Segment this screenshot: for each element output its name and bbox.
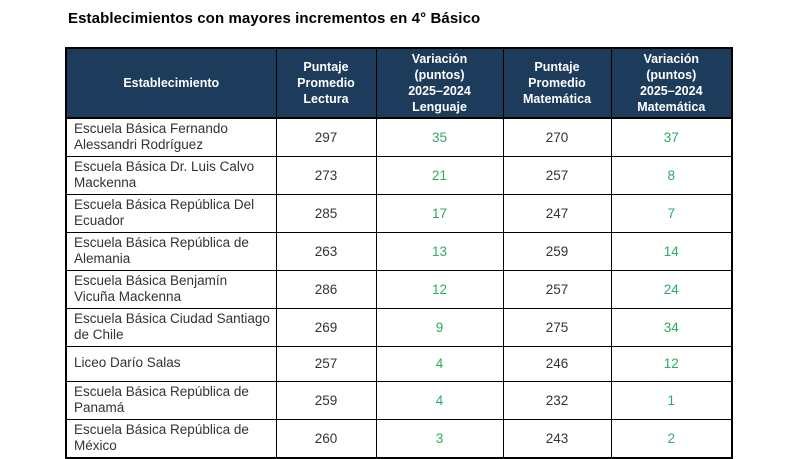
cell-puntaje-lectura: 273 <box>275 155 377 195</box>
table-body: Escuela Básica Fernando Alessandri Rodrí… <box>65 117 733 459</box>
cell-variacion-lenguaje: 9 <box>375 307 504 347</box>
table-row: Escuela Básica República de Alemania 263 1… <box>65 231 733 271</box>
cell-puntaje-matematica: 232 <box>502 380 612 420</box>
cell-establecimiento: Escuela Básica Dr. Luis Calvo Mackenna <box>65 155 277 195</box>
cell-puntaje-lectura: 285 <box>275 193 377 233</box>
cell-variacion-matematica: 24 <box>610 269 733 309</box>
col-header-puntaje-matematica: Puntaje Promedio Matemática <box>502 47 612 119</box>
col-header-puntaje-lectura: Puntaje Promedio Lectura <box>275 47 377 119</box>
cell-variacion-lenguaje: 12 <box>375 269 504 309</box>
cell-puntaje-lectura: 269 <box>275 307 377 347</box>
table-row: Escuela Básica Benjamín Vicuña Mackenna 2… <box>65 269 733 309</box>
results-table: Establecimiento Puntaje Promedio Lectura… <box>65 47 733 459</box>
table-row: Escuela Básica Ciudad Santiago de Chile 2… <box>65 307 733 347</box>
cell-puntaje-lectura: 259 <box>275 380 377 420</box>
cell-establecimiento: Escuela Básica República de México <box>65 418 277 459</box>
cell-puntaje-matematica: 257 <box>502 155 612 195</box>
table-row: Escuela Básica República de Panamá 259 4 23… <box>65 380 733 420</box>
cell-variacion-matematica: 7 <box>610 193 733 233</box>
cell-variacion-lenguaje: 3 <box>375 418 504 459</box>
cell-variacion-matematica: 2 <box>610 418 733 459</box>
cell-puntaje-matematica: 247 <box>502 193 612 233</box>
cell-variacion-lenguaje: 35 <box>375 117 504 157</box>
cell-puntaje-lectura: 257 <box>275 345 377 382</box>
cell-variacion-matematica: 12 <box>610 345 733 382</box>
cell-establecimiento: Escuela Básica República Del Ecuador <box>65 193 277 233</box>
cell-establecimiento: Escuela Básica Benjamín Vicuña Mackenna <box>65 269 277 309</box>
cell-puntaje-lectura: 260 <box>275 418 377 459</box>
cell-establecimiento: Escuela Básica Ciudad Santiago de Chile <box>65 307 277 347</box>
cell-variacion-matematica: 8 <box>610 155 733 195</box>
cell-establecimiento: Escuela Básica Fernando Alessandri Rodrí… <box>65 117 277 157</box>
cell-variacion-matematica: 14 <box>610 231 733 271</box>
cell-variacion-lenguaje: 4 <box>375 380 504 420</box>
cell-variacion-lenguaje: 4 <box>375 345 504 382</box>
table-row: Escuela Básica República Del Ecuador 285 1… <box>65 193 733 233</box>
cell-establecimiento: Escuela Básica República de Panamá <box>65 380 277 420</box>
table-row: Escuela Básica Fernando Alessandri Rodrí… <box>65 117 733 157</box>
cell-puntaje-matematica: 270 <box>502 117 612 157</box>
cell-variacion-matematica: 34 <box>610 307 733 347</box>
cell-variacion-matematica: 1 <box>610 380 733 420</box>
col-header-variacion-lenguaje: Variación (puntos) 2025–2024 Lenguaje <box>375 47 504 119</box>
table-row: Escuela Básica República de México 260 3 24… <box>65 418 733 459</box>
cell-puntaje-lectura: 286 <box>275 269 377 309</box>
col-header-establecimiento: Establecimiento <box>65 47 277 119</box>
cell-variacion-lenguaje: 13 <box>375 231 504 271</box>
cell-variacion-lenguaje: 21 <box>375 155 504 195</box>
cell-puntaje-matematica: 243 <box>502 418 612 459</box>
cell-variacion-lenguaje: 17 <box>375 193 504 233</box>
cell-puntaje-matematica: 259 <box>502 231 612 271</box>
cell-variacion-matematica: 37 <box>610 117 733 157</box>
cell-establecimiento: Liceo Darío Salas <box>65 345 277 382</box>
cell-puntaje-matematica: 246 <box>502 345 612 382</box>
cell-puntaje-matematica: 257 <box>502 269 612 309</box>
cell-puntaje-matematica: 275 <box>502 307 612 347</box>
table-row: Liceo Darío Salas 257 4 246 12 <box>65 345 733 382</box>
table-header-row: Establecimiento Puntaje Promedio Lectura… <box>65 47 733 119</box>
page-title: Establecimientos con mayores incrementos… <box>68 10 481 27</box>
col-header-variacion-matematica: Variación (puntos) 2025–2024 Matemática <box>610 47 733 119</box>
cell-puntaje-lectura: 297 <box>275 117 377 157</box>
table-row: Escuela Básica Dr. Luis Calvo Mackenna 27… <box>65 155 733 195</box>
cell-puntaje-lectura: 263 <box>275 231 377 271</box>
cell-establecimiento: Escuela Básica República de Alemania <box>65 231 277 271</box>
establecimientos-table: Establecimiento Puntaje Promedio Lectura… <box>65 47 733 459</box>
